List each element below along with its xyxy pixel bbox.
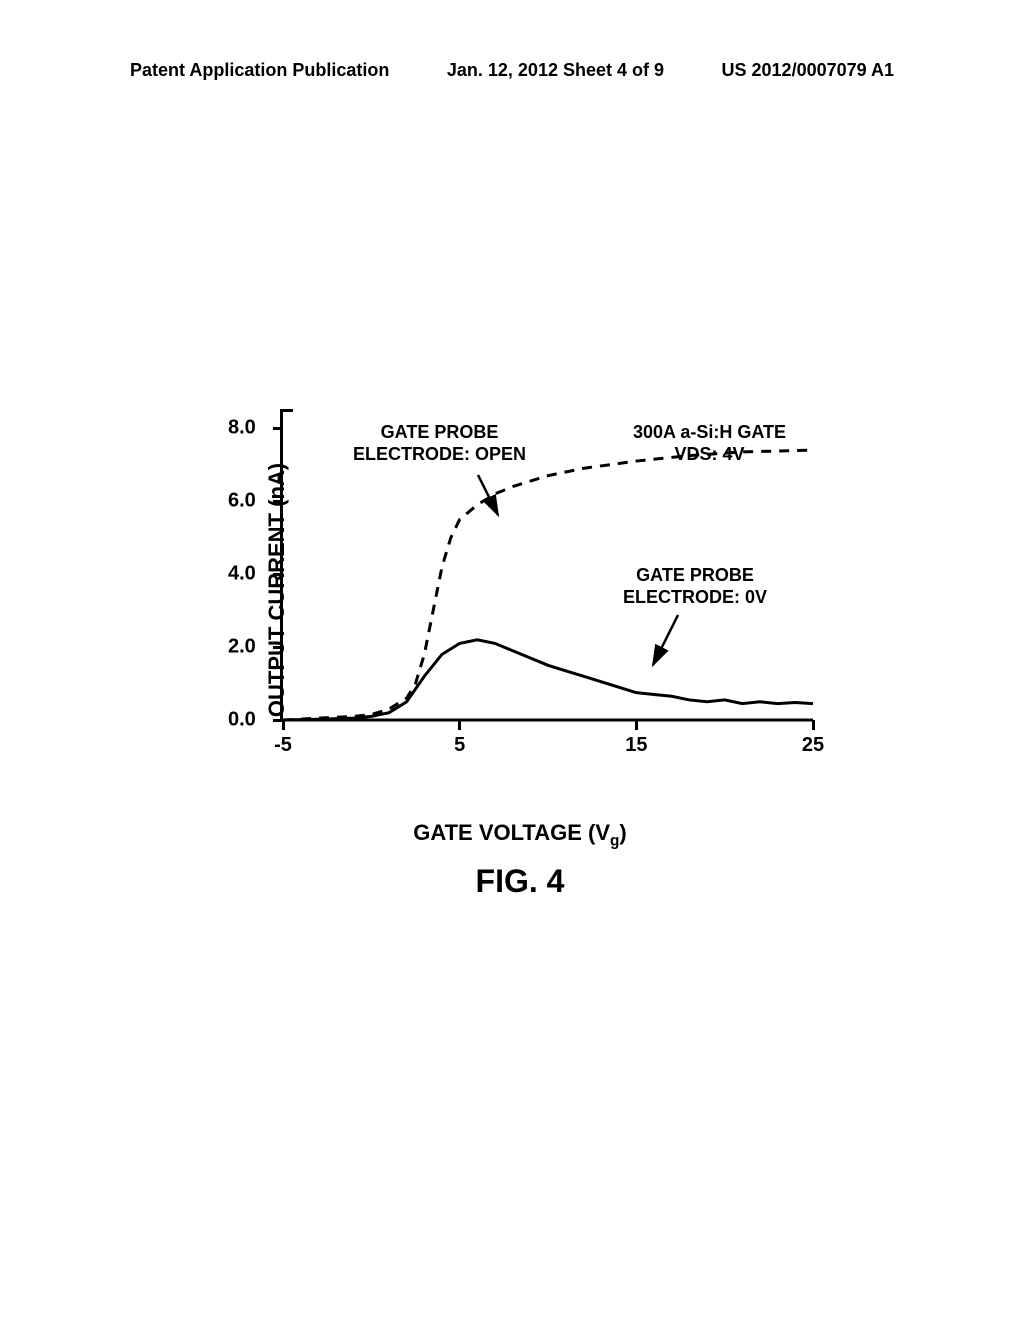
y-tick	[273, 646, 283, 649]
x-tick	[812, 720, 815, 730]
plot-area: 0.02.04.06.08.0-551525GATE PROBEELECTROD…	[280, 410, 810, 720]
arrow	[478, 475, 498, 515]
figure-label: FIG. 4	[476, 863, 565, 900]
header-right: US 2012/0007079 A1	[722, 60, 894, 81]
y-tick	[273, 427, 283, 430]
y-tick-label: 2.0	[228, 636, 256, 659]
header-center: Jan. 12, 2012 Sheet 4 of 9	[447, 60, 664, 81]
open-label: GATE PROBEELECTRODE: OPEN	[353, 422, 526, 465]
x-tick-label: -5	[274, 734, 292, 757]
page-header: Patent Application Publication Jan. 12, …	[0, 60, 1024, 81]
y-tick-label: 4.0	[228, 563, 256, 586]
x-tick	[282, 720, 285, 730]
x-tick-label: 15	[625, 734, 647, 757]
header-left: Patent Application Publication	[130, 60, 389, 81]
y-tick-label: 8.0	[228, 417, 256, 440]
x-axis-label: GATE VOLTAGE (Vg)	[413, 820, 627, 850]
x-tick-label: 25	[802, 734, 824, 757]
y-tick	[273, 573, 283, 576]
y-tick-label: 6.0	[228, 490, 256, 513]
chart-figure: OUTPUT CURRENT (nA) 0.02.04.06.08.0-5515…	[200, 400, 840, 780]
y-tick-label: 0.0	[228, 709, 256, 732]
x-tick	[635, 720, 638, 730]
series-0v	[283, 640, 813, 720]
x-tick-label: 5	[454, 734, 465, 757]
device-label: 300A a-Si:H GATEVDS: 4V	[633, 422, 786, 465]
arrow	[653, 615, 678, 665]
0v-label: GATE PROBEELECTRODE: 0V	[623, 565, 767, 608]
x-tick	[458, 720, 461, 730]
y-tick	[273, 500, 283, 503]
